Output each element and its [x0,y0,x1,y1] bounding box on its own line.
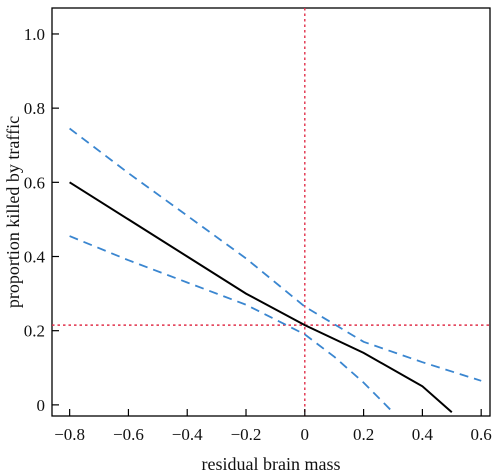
plot-frame [51,7,491,417]
axis-ticks: −0.8 −0.6 −0.4 −0.2 0 0.2 0.4 0.6 0 0.2 0.4 0.6 0.8 1… [24,25,492,444]
x-tick-label: 0.2 [353,425,374,444]
y-tick-label: 0.8 [24,99,45,118]
x-tick-label: −0.8 [54,425,85,444]
y-tick-label: 0.4 [24,248,46,267]
confidence-band-line-2 [69,235,394,413]
y-tick-label: 0.2 [24,322,45,341]
y-axis-label: proportion killed by traffic [3,116,23,308]
x-axis-label: residual brain mass [202,454,341,474]
y-tick-label: 0.6 [24,173,45,192]
series-layer [69,127,482,414]
x-tick-label: 0.6 [471,425,492,444]
x-tick-label: 0 [301,425,310,444]
regression-line [69,181,453,414]
confidence-band-line-1 [69,127,482,382]
x-tick-label: −0.4 [172,425,203,444]
x-tick-label: −0.2 [231,425,262,444]
y-tick-label: 1.0 [24,25,45,44]
x-tick-label: −0.6 [113,425,144,444]
x-tick-label: 0.4 [412,425,434,444]
y-tick-label: 0 [37,396,46,415]
reference-lines [52,8,490,416]
